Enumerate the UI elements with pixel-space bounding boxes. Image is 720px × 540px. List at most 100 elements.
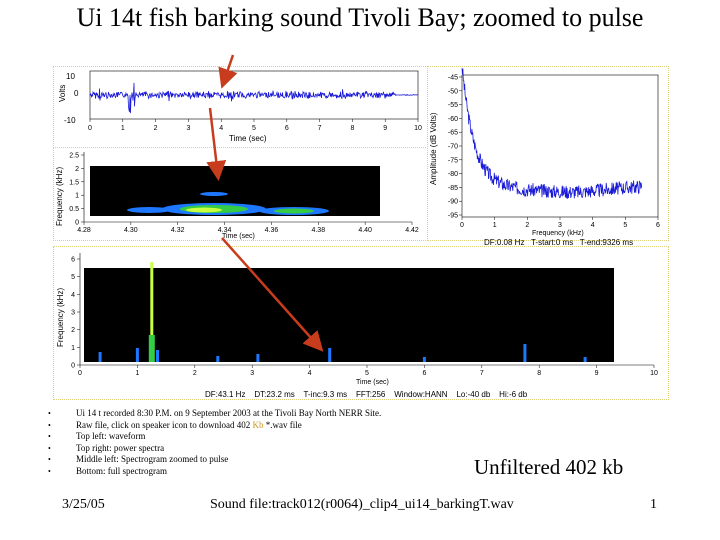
power-spectrum-info: DF:0.08 Hz T-start:0 ms T-end:9326 ms <box>484 238 634 247</box>
zoom-spectrogram-xtick: 4.32 <box>171 227 185 234</box>
power-spectrum-xtick: 0 <box>460 222 464 229</box>
power-spectrum-xtick: 1 <box>493 222 497 229</box>
zoom-spectrogram-xtick: 4.28 <box>77 227 91 234</box>
slide-title: Ui 14t fish barking sound Tivoli Bay; zo… <box>76 3 644 32</box>
power-spectrum-ytick: -55 <box>448 102 458 109</box>
zoom-spectrogram-xtick: 4.34 <box>218 227 232 234</box>
power-spectrum-ytick: -60 <box>448 116 458 123</box>
power-spectrum-xtick: 3 <box>558 222 562 229</box>
waveform-xtick: 8 <box>350 125 354 132</box>
power-spectrum-xtick: 6 <box>656 222 660 229</box>
power-spectrum-ytick: -85 <box>448 185 458 192</box>
full-spectrogram-xtick: 2 <box>193 370 197 377</box>
full-spectrogram-xtick: 1 <box>135 370 139 377</box>
unfiltered-label: Unfiltered 402 kb <box>474 455 624 479</box>
pulse-mark <box>523 344 527 362</box>
pulse-mark <box>422 357 426 362</box>
zoom-spectrogram-xtick: 4.30 <box>124 227 138 234</box>
full-spectrogram-xtick: 0 <box>78 370 82 377</box>
waveform-xtick: 1 <box>121 125 125 132</box>
zoom-spectrogram-ylabel: Frequency (kHz) <box>55 167 64 226</box>
pulse-mark <box>98 352 102 362</box>
waveform-xtick: 7 <box>318 125 322 132</box>
waveform-xtick: 3 <box>186 125 190 132</box>
power-spectrum-panel: Amplitude (dB Volts) -45 -50 -55 -60 -65 -70 -… <box>427 66 669 241</box>
full-spectrogram-xtick: 8 <box>537 370 541 377</box>
full-spectrogram-xtick: 3 <box>250 370 254 377</box>
footer-date: 3/25/05 <box>62 497 105 512</box>
power-spectrum-xtick: 5 <box>623 222 627 229</box>
waveform-ylabel: Volts <box>58 85 67 102</box>
waveform-ytick: 10 <box>66 72 75 81</box>
bullet-item: • Top right: power spectra <box>48 442 165 453</box>
power-spectrum-ytick: -90 <box>448 199 458 206</box>
power-spectrum-ytick: -80 <box>448 171 458 178</box>
pulse-mark <box>216 356 220 362</box>
bullet-list: • Ui 14 t recorded 8:30 P.M. on 9 Septemb… <box>48 408 448 478</box>
zoom-spectrogram-xtick: 4.38 <box>311 227 325 234</box>
full-spectrogram-xtick: 9 <box>595 370 599 377</box>
waveform-xtick: 6 <box>285 125 289 132</box>
power-spectrum-ylabel: Amplitude (dB Volts) <box>429 112 438 185</box>
waveform-trace <box>89 82 419 114</box>
waveform-xlabel: Time (sec) <box>229 134 267 143</box>
waveform-xtick: 9 <box>383 125 387 132</box>
full-spectrogram-xlabel: Time (sec) <box>356 379 389 386</box>
waveform-xtick: 4 <box>219 125 223 132</box>
waveform-ytick: 0 <box>74 89 79 98</box>
bullet-item: • Bottom: full spectrogram <box>48 465 167 476</box>
full-spectrogram-ytick: 3 <box>71 310 75 317</box>
zoom-spectrogram-plot: Frequency (kHz) 2.5 2 1.5 1 0.5 0 4.28 4.30 4.3… <box>55 152 419 240</box>
power-spectrum-plot: Amplitude (dB Volts) -45 -50 -55 -60 -65 -70 -… <box>429 68 660 237</box>
waveform-ytick: -10 <box>64 116 76 125</box>
download-kb-link[interactable]: Kb <box>252 419 264 430</box>
pulse-mark <box>150 262 154 362</box>
full-spectrogram-xtick: 4 <box>308 370 312 377</box>
zoom-spectrogram-ytick: 2.5 <box>69 153 79 160</box>
full-spectrogram-info: DF:43.1 Hz DT:23.2 ms T-inc:9.3 ms FFT:2… <box>205 390 528 399</box>
full-spectrogram-ytick: 5 <box>71 274 75 281</box>
full-spectrogram-ytick: 4 <box>71 292 75 299</box>
waveform-xtick: 10 <box>414 125 422 132</box>
zoom-spectrogram-xtick: 4.42 <box>405 227 419 234</box>
zoom-spectrogram-ytick: 2 <box>75 166 79 173</box>
full-spectrogram-xtick: 6 <box>422 370 426 377</box>
full-spectrogram-xtick: 10 <box>650 370 658 377</box>
pulse-mark <box>328 348 332 362</box>
bullet-item: • Middle left: Spectrogram zoomed to puls… <box>48 454 229 465</box>
bullet-item-download: • Raw file, click on speaker icon to down… <box>48 419 302 430</box>
pulse-mark <box>583 357 587 362</box>
full-spectrogram-ytick: 2 <box>71 327 75 334</box>
zoom-spectrogram-xlabel: Time (sec) <box>222 233 255 240</box>
footer-sound-file: Sound file:track012(r0064)_clip4_ui14_ba… <box>210 497 514 512</box>
power-spectrum-ytick: -50 <box>448 88 458 95</box>
zoom-spectrogram-ytick: 0.5 <box>69 206 79 213</box>
full-spectrogram-ytick: 0 <box>71 363 75 370</box>
power-spectrum-ytick: -95 <box>448 213 458 220</box>
bullet-item: • Top left: waveform <box>48 431 146 442</box>
waveform-xtick: 2 <box>154 125 158 132</box>
zoom-spectrogram-panel: Frequency (kHz) 2.5 2 1.5 1 0.5 0 4.28 4.30 4.3… <box>53 147 428 241</box>
full-spectrogram-xtick: 5 <box>365 370 369 377</box>
full-spectrogram-image <box>84 268 614 362</box>
pulse-mark <box>256 354 260 362</box>
waveform-panel: Volts 10 0 -10 0 1 2 3 4 5 6 7 8 9 10 Time (sec) <box>53 66 428 148</box>
power-spectrum-ytick: -65 <box>448 130 458 137</box>
power-spectrum-trace <box>461 68 643 199</box>
power-spectrum-ytick: -70 <box>448 144 458 151</box>
pulse-mark <box>135 348 139 362</box>
waveform-plot: Volts 10 0 -10 0 1 2 3 4 5 6 7 8 9 10 Time (sec) <box>58 70 422 143</box>
zoom-spectrogram-xtick: 4.36 <box>265 227 279 234</box>
footer-page-number: 1 <box>650 497 657 512</box>
waveform-xtick: 5 <box>252 125 256 132</box>
power-spectrum-xtick: 4 <box>591 222 595 229</box>
power-spectrum-ytick: -45 <box>448 75 458 82</box>
waveform-xtick: 0 <box>88 125 92 132</box>
full-spectrogram-xtick: 7 <box>480 370 484 377</box>
power-spectrum-xlabel: Frequency (kHz) <box>532 230 584 237</box>
power-spectrum-ytick: -75 <box>448 157 458 164</box>
zoom-spectrogram-ytick: 1 <box>75 193 79 200</box>
full-spectrogram-ytick: 1 <box>71 345 75 352</box>
